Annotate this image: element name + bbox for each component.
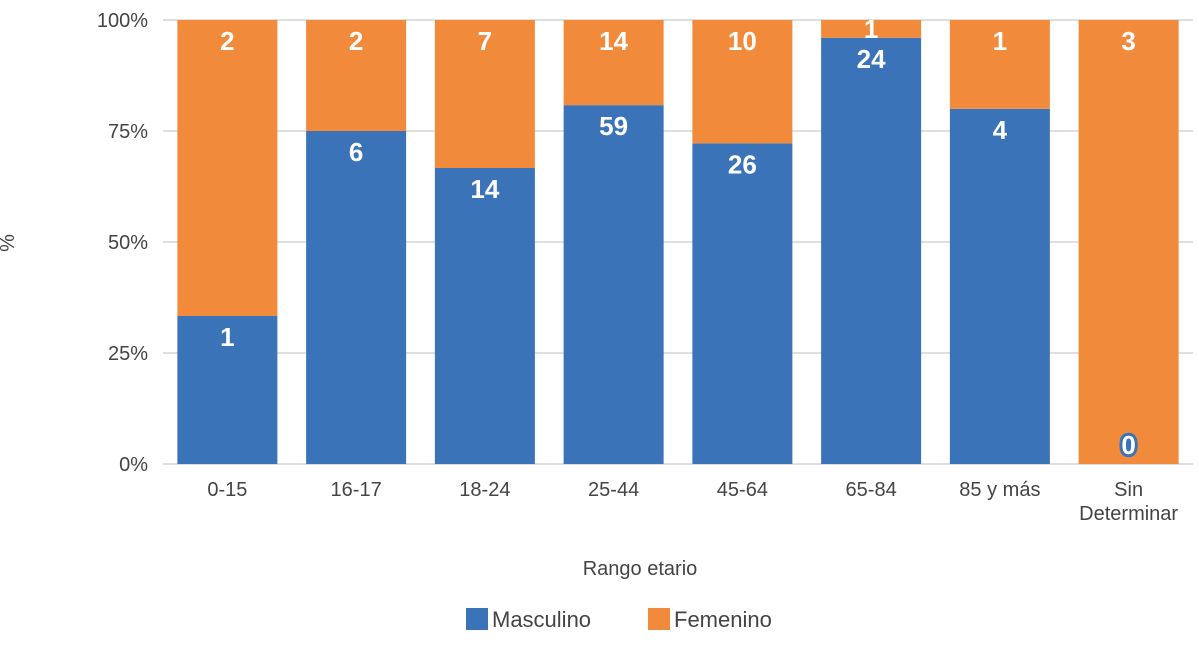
- y-tick-label: 50%: [108, 232, 148, 254]
- x-axis-title: Rango etario: [583, 558, 698, 580]
- bar-segment-femenino: [177, 20, 278, 316]
- x-tick-label: 65-84: [846, 479, 897, 501]
- data-label-femenino: 3: [1121, 26, 1135, 56]
- data-label-femenino: 2: [220, 26, 234, 56]
- bar-segment-femenino: [1078, 20, 1179, 464]
- x-axis-ticks: 0-15 16-17 18-24 25-44 45-64 65-84 85 y más Sin…: [207, 479, 1178, 525]
- bar-segment-femenino: [306, 20, 407, 131]
- legend-label-femenino: Femenino: [674, 607, 772, 632]
- bar-segment-masculino: [306, 131, 407, 464]
- y-tick-label: 75%: [108, 121, 148, 143]
- bar-segment-femenino: [821, 20, 922, 38]
- y-tick-label: 25%: [108, 343, 148, 365]
- data-label-masculino: 1: [220, 322, 234, 352]
- x-tick-label: 0-15: [207, 479, 247, 501]
- bar-segment-femenino: [434, 20, 535, 168]
- y-tick-label: 0%: [119, 454, 148, 476]
- x-tick-label: 45-64: [717, 479, 768, 501]
- data-label-femenino: 7: [478, 26, 492, 56]
- bar-segment-masculino: [821, 37, 922, 464]
- data-label-masculino: 0: [1121, 430, 1135, 460]
- x-tick-label: 18-24: [459, 479, 510, 501]
- data-label-masculino: 24: [857, 44, 886, 74]
- data-label-femenino: 1: [864, 14, 878, 44]
- data-label-masculino: 6: [349, 137, 363, 167]
- y-axis-ticks: 0% 25% 50% 75% 100%: [97, 10, 148, 476]
- y-axis-title: %: [0, 234, 19, 252]
- legend-label-masculino: Masculino: [492, 607, 591, 632]
- data-label-femenino: 10: [728, 26, 757, 56]
- y-tick-label: 100%: [97, 10, 148, 32]
- bar-segment-femenino: [949, 20, 1050, 109]
- legend-swatch-masculino: [466, 608, 488, 630]
- x-tick-label: 85 y más: [959, 479, 1040, 501]
- bar-segment-masculino: [563, 105, 664, 464]
- data-label-masculino: 4: [993, 115, 1008, 145]
- bars: [177, 20, 1179, 465]
- bar-segment-femenino: [563, 20, 664, 106]
- x-tick-label: Sin Determinar: [1079, 479, 1178, 525]
- data-label-masculino: 59: [599, 111, 628, 141]
- bar-segment-masculino: [692, 143, 793, 465]
- legend-swatch-femenino: [648, 608, 670, 630]
- data-label-femenino: 2: [349, 26, 363, 56]
- bar-segment-masculino: [434, 168, 535, 464]
- data-label-masculino: 14: [470, 174, 499, 204]
- bar-segment-femenino: [692, 20, 793, 144]
- bar-segment-masculino: [177, 316, 278, 464]
- legend: Masculino Femenino: [466, 607, 772, 632]
- x-tick-label: 16-17: [331, 479, 382, 501]
- data-label-femenino: 1: [993, 26, 1007, 56]
- x-tick-label: 25-44: [588, 479, 639, 501]
- data-label-masculino: 26: [728, 149, 757, 179]
- bar-segment-masculino: [949, 108, 1050, 465]
- data-label-femenino: 14: [599, 26, 628, 56]
